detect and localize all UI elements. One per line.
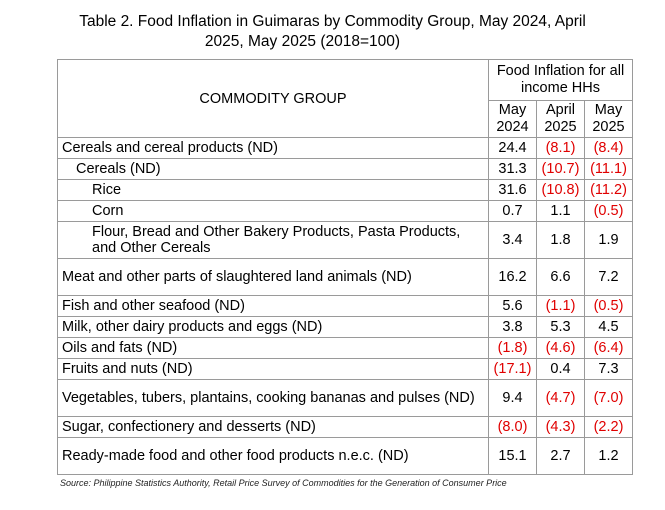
header-col-may-2025: May 2025 [584, 100, 633, 138]
inflation-value: 2.7 [536, 437, 585, 475]
inflation-value: 15.1 [488, 437, 537, 475]
inflation-value: 5.3 [536, 316, 585, 338]
header-col-month: May [594, 102, 623, 118]
inflation-value: 3.4 [488, 221, 537, 259]
table-title-line1: Table 2. Food Inflation in Guimaras by C… [79, 13, 586, 30]
commodity-name: Vegetables, tubers, plantains, cooking b… [57, 379, 489, 417]
commodity-name: Corn [57, 200, 489, 222]
commodity-name: Rice [57, 179, 489, 201]
inflation-value: 1.2 [584, 437, 633, 475]
header-col-may-2024: May 2024 [488, 100, 537, 138]
inflation-value: 1.9 [584, 221, 633, 259]
commodity-name: Ready-made food and other food products … [57, 437, 489, 475]
inflation-value: (10.7) [536, 158, 585, 180]
inflation-value: 3.8 [488, 316, 537, 338]
inflation-value: (6.4) [584, 337, 633, 359]
inflation-value: 0.7 [488, 200, 537, 222]
table-body: Cereals and cereal products (ND) 24.4 (8.1… [57, 137, 633, 475]
inflation-value: 5.6 [488, 295, 537, 317]
header-col-year: 2025 [544, 119, 577, 135]
inflation-value: 7.3 [584, 358, 633, 380]
table-row: Fruits and nuts (ND) (17.1) 0.4 7.3 [57, 358, 633, 380]
table-row: Milk, other dairy products and eggs (ND)… [57, 316, 633, 338]
inflation-value: 7.2 [584, 258, 633, 296]
commodity-name: Fruits and nuts (ND) [57, 358, 489, 380]
table-row: Corn 0.7 1.1 (0.5) [57, 200, 633, 222]
inflation-value: (0.5) [584, 200, 633, 222]
inflation-value: 31.6 [488, 179, 537, 201]
inflation-value: (1.8) [488, 337, 537, 359]
header-col-april-2025: April 2025 [536, 100, 585, 138]
commodity-name: Oils and fats (ND) [57, 337, 489, 359]
commodity-name: Meat and other parts of slaughtered land… [57, 258, 489, 296]
inflation-value: 9.4 [488, 379, 537, 417]
inflation-value: (11.2) [584, 179, 633, 201]
commodity-name: Cereals and cereal products (ND) [57, 137, 489, 159]
table-row: Vegetables, tubers, plantains, cooking b… [57, 379, 633, 417]
table-row: Cereals (ND) 31.3 (10.7) (11.1) [57, 158, 633, 180]
inflation-value: (8.4) [584, 137, 633, 159]
inflation-value: (4.6) [536, 337, 585, 359]
inflation-value: (10.8) [536, 179, 585, 201]
table-row: Oils and fats (ND) (1.8) (4.6) (6.4) [57, 337, 633, 359]
inflation-value: 1.1 [536, 200, 585, 222]
table-title: Table 2. Food Inflation in Guimaras by C… [0, 12, 665, 52]
inflation-value: (8.1) [536, 137, 585, 159]
header-commodity-group: COMMODITY GROUP [57, 59, 489, 138]
inflation-value: (0.5) [584, 295, 633, 317]
table-row: Ready-made food and other food products … [57, 437, 633, 475]
commodity-name: Cereals (ND) [57, 158, 489, 180]
table-row: Fish and other seafood (ND) 5.6 (1.1) (0.5) [57, 295, 633, 317]
inflation-value: (1.1) [536, 295, 585, 317]
header-col-year: 2025 [592, 119, 625, 135]
inflation-value: (8.0) [488, 416, 537, 438]
commodity-name: Fish and other seafood (ND) [57, 295, 489, 317]
inflation-value: (2.2) [584, 416, 633, 438]
food-inflation-table: COMMODITY GROUP Food Inflation for all i… [57, 59, 633, 475]
inflation-value: (11.1) [584, 158, 633, 180]
inflation-value: (17.1) [488, 358, 537, 380]
header-food-inflation: Food Inflation for all income HHs [488, 59, 633, 101]
header-col-year: 2024 [496, 119, 529, 135]
header-col-month: April [545, 102, 575, 118]
table-row: Sugar, confectionery and desserts (ND) (8… [57, 416, 633, 438]
table-row: Flour, Bread and Other Bakery Products, … [57, 221, 633, 259]
table-title-line2: 2025, May 2025 (2018=100) [204, 33, 401, 50]
inflation-value: 31.3 [488, 158, 537, 180]
table-row: Meat and other parts of slaughtered land… [57, 258, 633, 296]
header-col-month: May [498, 102, 527, 118]
commodity-name: Milk, other dairy products and eggs (ND) [57, 316, 489, 338]
inflation-value: 4.5 [584, 316, 633, 338]
inflation-value: 16.2 [488, 258, 537, 296]
header-food-inflation-line1: Food Inflation for all [496, 63, 625, 79]
inflation-value: 0.4 [536, 358, 585, 380]
inflation-value: (4.7) [536, 379, 585, 417]
commodity-name: Sugar, confectionery and desserts (ND) [57, 416, 489, 438]
commodity-name: Flour, Bread and Other Bakery Products, … [57, 221, 489, 259]
inflation-value: (7.0) [584, 379, 633, 417]
inflation-value: 6.6 [536, 258, 585, 296]
header-food-inflation-line2: income HHs [521, 80, 600, 96]
table-row: Cereals and cereal products (ND) 24.4 (8.1… [57, 137, 633, 159]
inflation-value: 1.8 [536, 221, 585, 259]
source-note: Source: Philippine Statistics Authority,… [60, 478, 507, 488]
inflation-value: (4.3) [536, 416, 585, 438]
table-row: Rice 31.6 (10.8) (11.2) [57, 179, 633, 201]
inflation-value: 24.4 [488, 137, 537, 159]
